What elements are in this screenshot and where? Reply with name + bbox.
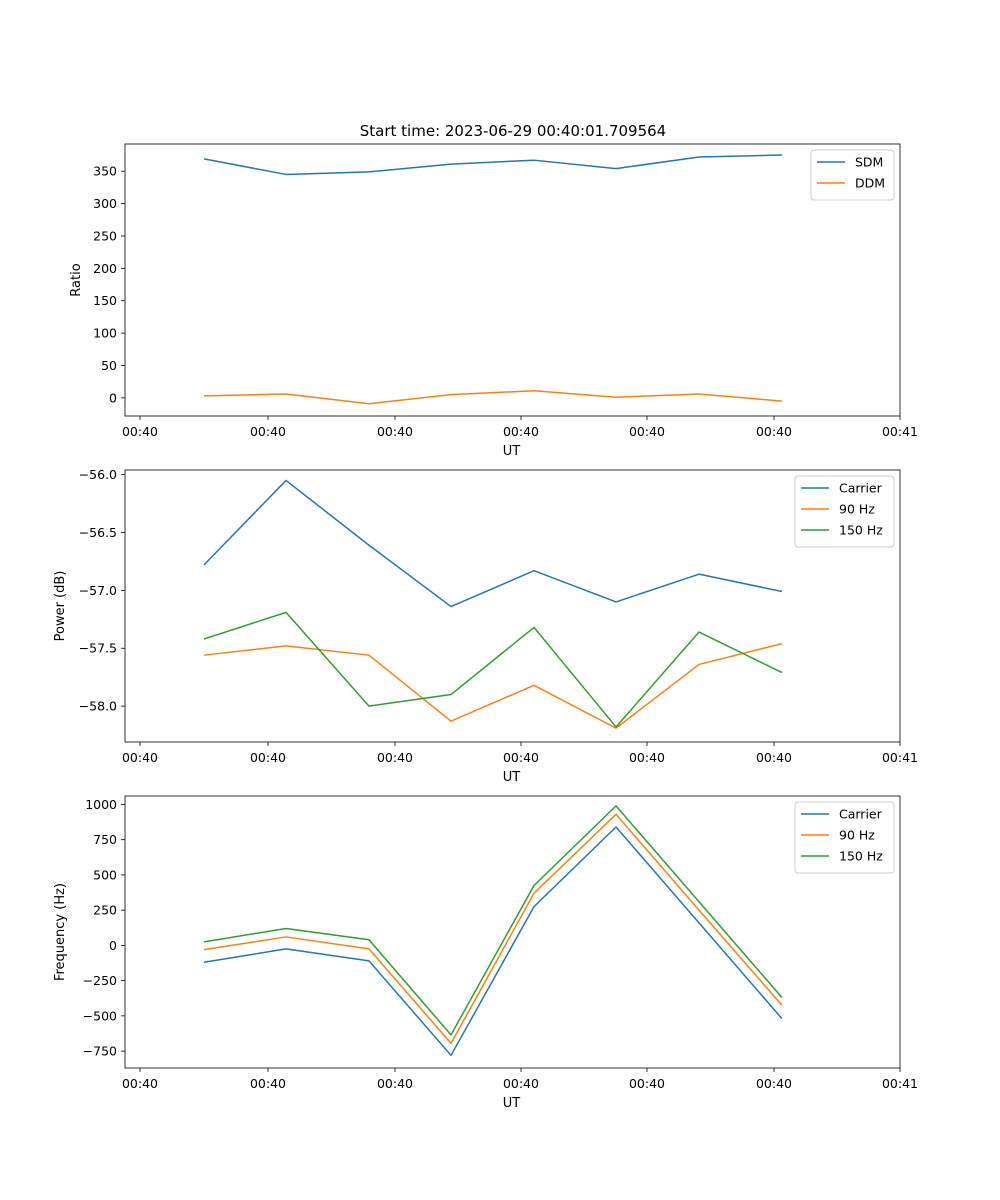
- axes-frame: [124, 795, 901, 1069]
- y-tick-label: −56.0: [79, 467, 117, 482]
- legend: Carrier 90 Hz 150 Hz: [794, 475, 895, 548]
- y-tick-label: 50: [101, 358, 117, 373]
- x-tick-label: 00:41: [882, 1076, 918, 1091]
- axes-frame: [124, 469, 901, 743]
- subplot-1: 0 50 100 150 200 250 300 350 00:40 00:40 00:40 00:4…: [69, 143, 918, 459]
- y-tick-label: −250: [83, 973, 117, 988]
- series-line-90-hz: [203, 813, 783, 1045]
- y-tick-label: −57.5: [79, 641, 117, 656]
- y-tick-label: −57.0: [79, 583, 117, 598]
- y-tick-label: 250: [93, 903, 117, 918]
- y-tick-label: 750: [93, 832, 117, 847]
- y-tick-label: −750: [83, 1044, 117, 1059]
- y-axis-label: Power (dB): [53, 571, 68, 642]
- x-tick-label: 00:40: [250, 750, 286, 765]
- x-tick-label: 00:40: [250, 1076, 286, 1091]
- x-tick-label: 00:40: [503, 1076, 539, 1091]
- y-axis-label: Frequency (Hz): [53, 883, 68, 981]
- y-tick-label: −58.0: [79, 699, 117, 714]
- legend-label: 90 Hz: [839, 502, 875, 517]
- y-tick-label: −56.5: [79, 525, 117, 540]
- y-tick-label: 500: [93, 867, 117, 882]
- x-tick-label: 00:40: [756, 424, 792, 439]
- series-line-ddm: [203, 389, 783, 405]
- x-axis-label: UT: [503, 770, 521, 785]
- x-tick-label: 00:40: [122, 750, 158, 765]
- x-tick-label: 00:40: [377, 1076, 413, 1091]
- subplot-3: −750 −500 −250 0 250 500 750 1000 00:40 00:40 00:4…: [53, 795, 918, 1111]
- x-tick-label: 00:40: [122, 424, 158, 439]
- x-tick-label: 00:40: [629, 750, 665, 765]
- x-tick-label: 00:40: [122, 1076, 158, 1091]
- series-line-150-hz: [203, 805, 783, 1036]
- series-line-sdm: [203, 154, 783, 176]
- legend-label: 90 Hz: [839, 828, 875, 843]
- y-tick-label: 250: [93, 228, 117, 243]
- x-tick-label: 00:41: [882, 750, 918, 765]
- axes-frame: [124, 143, 901, 417]
- y-tick-label: 150: [93, 293, 117, 308]
- legend-label: Carrier: [839, 807, 883, 822]
- y-tick-label: 300: [93, 196, 117, 211]
- x-tick-label: 00:40: [503, 424, 539, 439]
- series-line-150-hz: [203, 611, 783, 728]
- y-tick-label: 100: [93, 326, 117, 341]
- legend-label: SDM: [855, 155, 883, 170]
- chart-title: Start time: 2023-06-29 00:40:01.709564: [360, 122, 666, 140]
- x-tick-label: 00:40: [756, 750, 792, 765]
- y-tick-label: 350: [93, 164, 117, 179]
- y-tick-label: 0: [109, 938, 117, 953]
- y-axis-label: Ratio: [69, 263, 84, 296]
- series-line-90-hz: [203, 642, 783, 729]
- x-tick-label: 00:40: [503, 750, 539, 765]
- legend: Carrier 90 Hz 150 Hz: [794, 801, 895, 874]
- y-tick-label: 200: [93, 261, 117, 276]
- x-tick-label: 00:40: [629, 424, 665, 439]
- series-line-carrier: [203, 479, 783, 608]
- x-tick-label: 00:40: [756, 1076, 792, 1091]
- y-tick-label: −500: [83, 1008, 117, 1023]
- x-axis-label: UT: [503, 444, 521, 459]
- legend-label: DDM: [855, 176, 885, 191]
- x-tick-label: 00:41: [882, 424, 918, 439]
- legend: SDM DDM: [810, 149, 895, 201]
- subplot-2: −58.0 −57.5 −57.0 −56.5 −56.0 00:40 00:40 00:40…: [53, 467, 918, 785]
- legend-label: 150 Hz: [839, 523, 883, 538]
- subplots: 0 50 100 150 200 250 300 350 00:40 00:40 00:40 00:4…: [53, 143, 918, 1111]
- legend-label: 150 Hz: [839, 849, 883, 864]
- x-tick-label: 00:40: [377, 424, 413, 439]
- series-line-carrier: [203, 826, 783, 1057]
- y-tick-label: 1000: [85, 797, 117, 812]
- y-tick-label: 0: [109, 390, 117, 405]
- legend-label: Carrier: [839, 481, 883, 496]
- x-tick-label: 00:40: [377, 750, 413, 765]
- x-tick-label: 00:40: [629, 1076, 665, 1091]
- x-axis-label: UT: [503, 1096, 521, 1111]
- x-tick-label: 00:40: [250, 424, 286, 439]
